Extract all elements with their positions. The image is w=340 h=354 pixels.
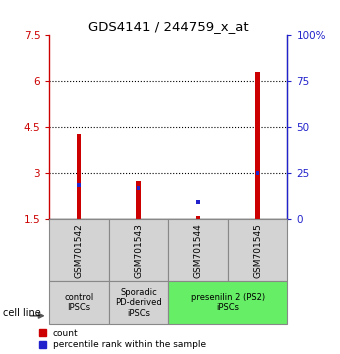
Bar	[168, 281, 287, 324]
Bar	[77, 183, 81, 187]
Text: GSM701542: GSM701542	[74, 223, 84, 278]
Bar	[196, 216, 201, 219]
Bar	[255, 72, 260, 219]
Bar	[109, 219, 168, 281]
Text: Sporadic
PD-derived
iPSCs: Sporadic PD-derived iPSCs	[115, 288, 162, 318]
Text: GSM701545: GSM701545	[253, 223, 262, 278]
Text: presenilin 2 (PS2)
iPSCs: presenilin 2 (PS2) iPSCs	[191, 293, 265, 312]
Text: cell line: cell line	[3, 308, 41, 318]
Bar	[168, 219, 228, 281]
Bar	[256, 171, 259, 176]
Bar	[77, 133, 82, 219]
Text: GSM701544: GSM701544	[193, 223, 203, 278]
Legend: count, percentile rank within the sample: count, percentile rank within the sample	[38, 329, 206, 349]
Bar	[49, 219, 109, 281]
Bar	[137, 186, 140, 190]
Bar	[49, 281, 109, 324]
Bar	[228, 219, 287, 281]
Bar	[196, 200, 200, 204]
Bar	[136, 181, 141, 219]
Text: control
IPSCs: control IPSCs	[64, 293, 94, 312]
Text: GSM701543: GSM701543	[134, 223, 143, 278]
Title: GDS4141 / 244759_x_at: GDS4141 / 244759_x_at	[88, 20, 249, 33]
Bar	[109, 281, 168, 324]
